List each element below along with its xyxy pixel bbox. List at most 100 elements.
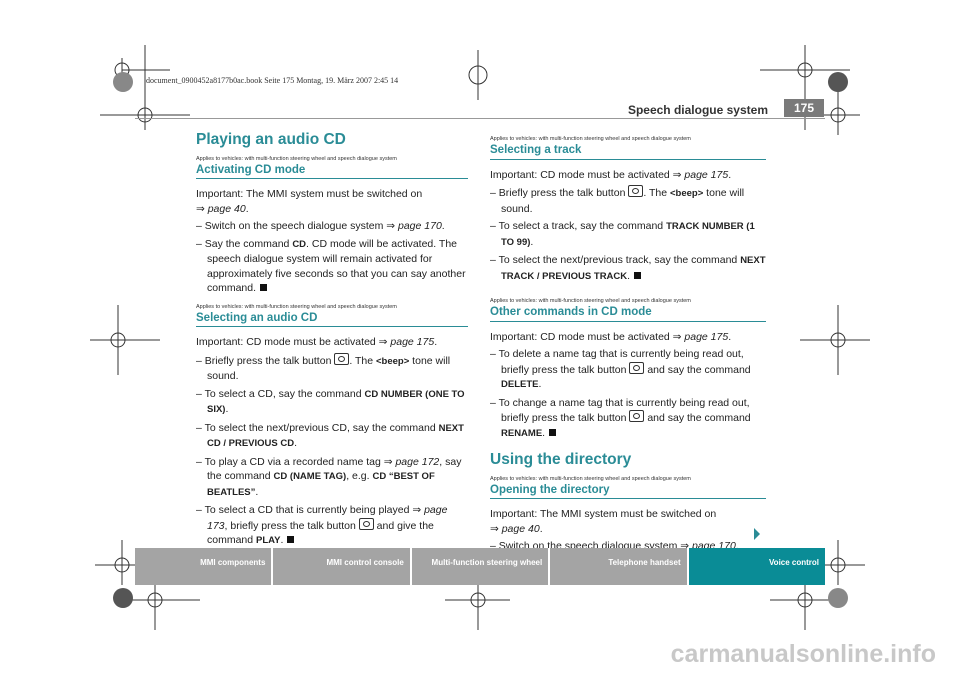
footer-tab[interactable]: Multi-function steering wheel xyxy=(409,548,549,585)
text-run: . xyxy=(225,403,229,415)
subsection-heading: Opening the directory xyxy=(490,483,766,499)
step: – To play a CD via a recorded name tag ⇒… xyxy=(196,455,468,501)
talk-button-icon xyxy=(628,185,644,197)
text-run: , e.g. xyxy=(346,470,373,482)
text-run: Important: The MMI system must be switch… xyxy=(490,508,717,520)
step: – To select a CD, say the command CD NUM… xyxy=(196,387,468,418)
talk-button-icon xyxy=(629,361,645,374)
step: – Briefly press the talk button . The <b… xyxy=(196,352,468,384)
section-title: Playing an audio CD xyxy=(196,131,346,148)
text-run: CD NUMBER (ONE TO SIX) xyxy=(207,388,465,416)
file-stamp: document_0900452a8177b0ac.book Seite 175… xyxy=(146,76,399,85)
text-run: CD “BEST OF BEATLES” xyxy=(207,471,435,498)
text-run: – To select a CD, say the command xyxy=(196,387,365,400)
text-run: <beep> xyxy=(669,188,704,199)
text-run: page 175 xyxy=(390,336,435,348)
text-run: tone will sound. xyxy=(501,187,745,215)
text-run: – Briefly press the talk button xyxy=(490,187,629,199)
text-run: page 40 xyxy=(501,522,540,535)
end-mark xyxy=(260,284,268,291)
text-run: . The xyxy=(349,354,376,367)
running-title: Speech dialogue system xyxy=(627,103,768,117)
text-run: . xyxy=(542,426,546,439)
text-run: – To delete a name tag that is currently… xyxy=(490,348,744,376)
footer-tab[interactable]: MMI control console xyxy=(271,548,410,585)
footer-tab[interactable]: MMI components xyxy=(135,548,272,585)
subsection-heading: Other commands in CD mode xyxy=(490,305,766,322)
talk-button-icon xyxy=(629,410,645,422)
text-run: , say the command xyxy=(207,455,462,483)
step: – Say the command CD. CD mode will be ac… xyxy=(196,237,468,296)
step: – Switch on the speech dialogue system ⇒… xyxy=(196,219,468,234)
text-run: . The xyxy=(643,187,670,199)
left-column: Playing an audio CD Applies to vehicles:… xyxy=(196,131,468,552)
text-run: – To select a CD that is currently being… xyxy=(196,504,425,516)
text-run: Important: CD mode must be activated ⇒ xyxy=(490,168,685,181)
text-run: . xyxy=(294,437,298,449)
text-run: page 175 xyxy=(684,168,729,181)
text-run: – To change a name tag that is currently… xyxy=(490,396,750,425)
talk-button-icon xyxy=(358,517,374,530)
text-run: . xyxy=(539,522,543,535)
text-run: CD xyxy=(292,238,307,250)
footer-tabs: MMI components MMI control console Multi… xyxy=(135,548,826,585)
text-run: and say the command xyxy=(644,412,751,424)
paragraph: Important: CD mode must be activated ⇒ p… xyxy=(490,168,766,183)
text-run: – To select the next/previous CD, say th… xyxy=(196,421,439,434)
right-column: Applies to vehicles: with multi-function… xyxy=(490,133,766,557)
applies-note: Applies to vehicles: with multi-function… xyxy=(490,298,691,304)
text-run: PLAY xyxy=(256,535,281,546)
header-rule xyxy=(135,118,825,119)
text-run: page 175 xyxy=(684,330,729,343)
text-run: page 40 xyxy=(207,202,246,215)
subsection-heading: Activating CD mode xyxy=(196,163,468,179)
text-run: . xyxy=(245,202,249,215)
text-run: tone will sound. xyxy=(207,354,451,383)
text-run: . xyxy=(728,330,732,343)
text-run: . xyxy=(434,336,438,348)
page-number: 175 xyxy=(784,99,824,117)
section-title: Using the directory xyxy=(490,451,632,468)
step: – To select a CD that is currently being… xyxy=(196,503,468,549)
watermark: carmanualsonline.info xyxy=(670,640,936,668)
text-run: . xyxy=(255,485,259,498)
applies-note: Applies to vehicles: with multi-function… xyxy=(490,475,691,482)
subsection-heading: Selecting a track xyxy=(490,143,766,160)
step: – Briefly press the talk button . The <b… xyxy=(490,185,766,216)
text-run: NEXT CD / PREVIOUS CD xyxy=(207,422,464,450)
text-run: – Say the command xyxy=(196,237,293,250)
step: – To select the next/previous CD, say th… xyxy=(196,421,468,452)
text-run: – To play a CD via a recorded name tag ⇒ xyxy=(196,455,396,468)
text-run: Important: CD mode must be activated ⇒ xyxy=(490,330,685,343)
paragraph: Important: The MMI system must be switch… xyxy=(196,187,468,216)
text-run: ⇒ xyxy=(490,522,502,535)
text-run: page 170 xyxy=(398,220,442,232)
text-run: RENAME xyxy=(501,427,543,439)
paragraph: Important: CD mode must be activated ⇒ p… xyxy=(196,335,468,350)
text-run: – To select the next/previous track, say… xyxy=(490,254,741,266)
text-run: and say the command xyxy=(644,363,751,376)
text-run: . xyxy=(280,534,284,546)
text-run: – Switch on the speech dialogue system ⇒ xyxy=(196,220,398,232)
paragraph: Important: CD mode must be activated ⇒ p… xyxy=(490,330,766,345)
subsection-heading: Selecting an audio CD xyxy=(196,311,468,327)
text-run: CD (NAME TAG) xyxy=(273,471,347,482)
text-run: ⇒ xyxy=(196,202,208,215)
text-run: – Briefly press the talk button xyxy=(196,354,335,367)
footer-tab[interactable]: Telephone handset xyxy=(548,548,687,585)
end-mark xyxy=(549,428,557,436)
text-run: . xyxy=(530,235,534,248)
footer-tab[interactable]: Voice control xyxy=(686,548,826,585)
text-run: Important: CD mode must be activated ⇒ xyxy=(196,336,391,348)
applies-note: Applies to vehicles: with multi-function… xyxy=(196,303,397,310)
text-run: . xyxy=(441,220,445,232)
text-run: NEXT TRACK / PREVIOUS TRACK xyxy=(501,255,766,282)
text-run: . xyxy=(538,378,542,390)
text-run: <beep> xyxy=(375,355,410,367)
text-run: page 172 xyxy=(395,455,440,468)
paragraph: Important: The MMI system must be switch… xyxy=(490,507,766,536)
step: – To change a name tag that is currently… xyxy=(490,396,766,442)
text-run: . xyxy=(627,269,631,282)
step: – To select a track, say the command TRA… xyxy=(490,219,766,250)
